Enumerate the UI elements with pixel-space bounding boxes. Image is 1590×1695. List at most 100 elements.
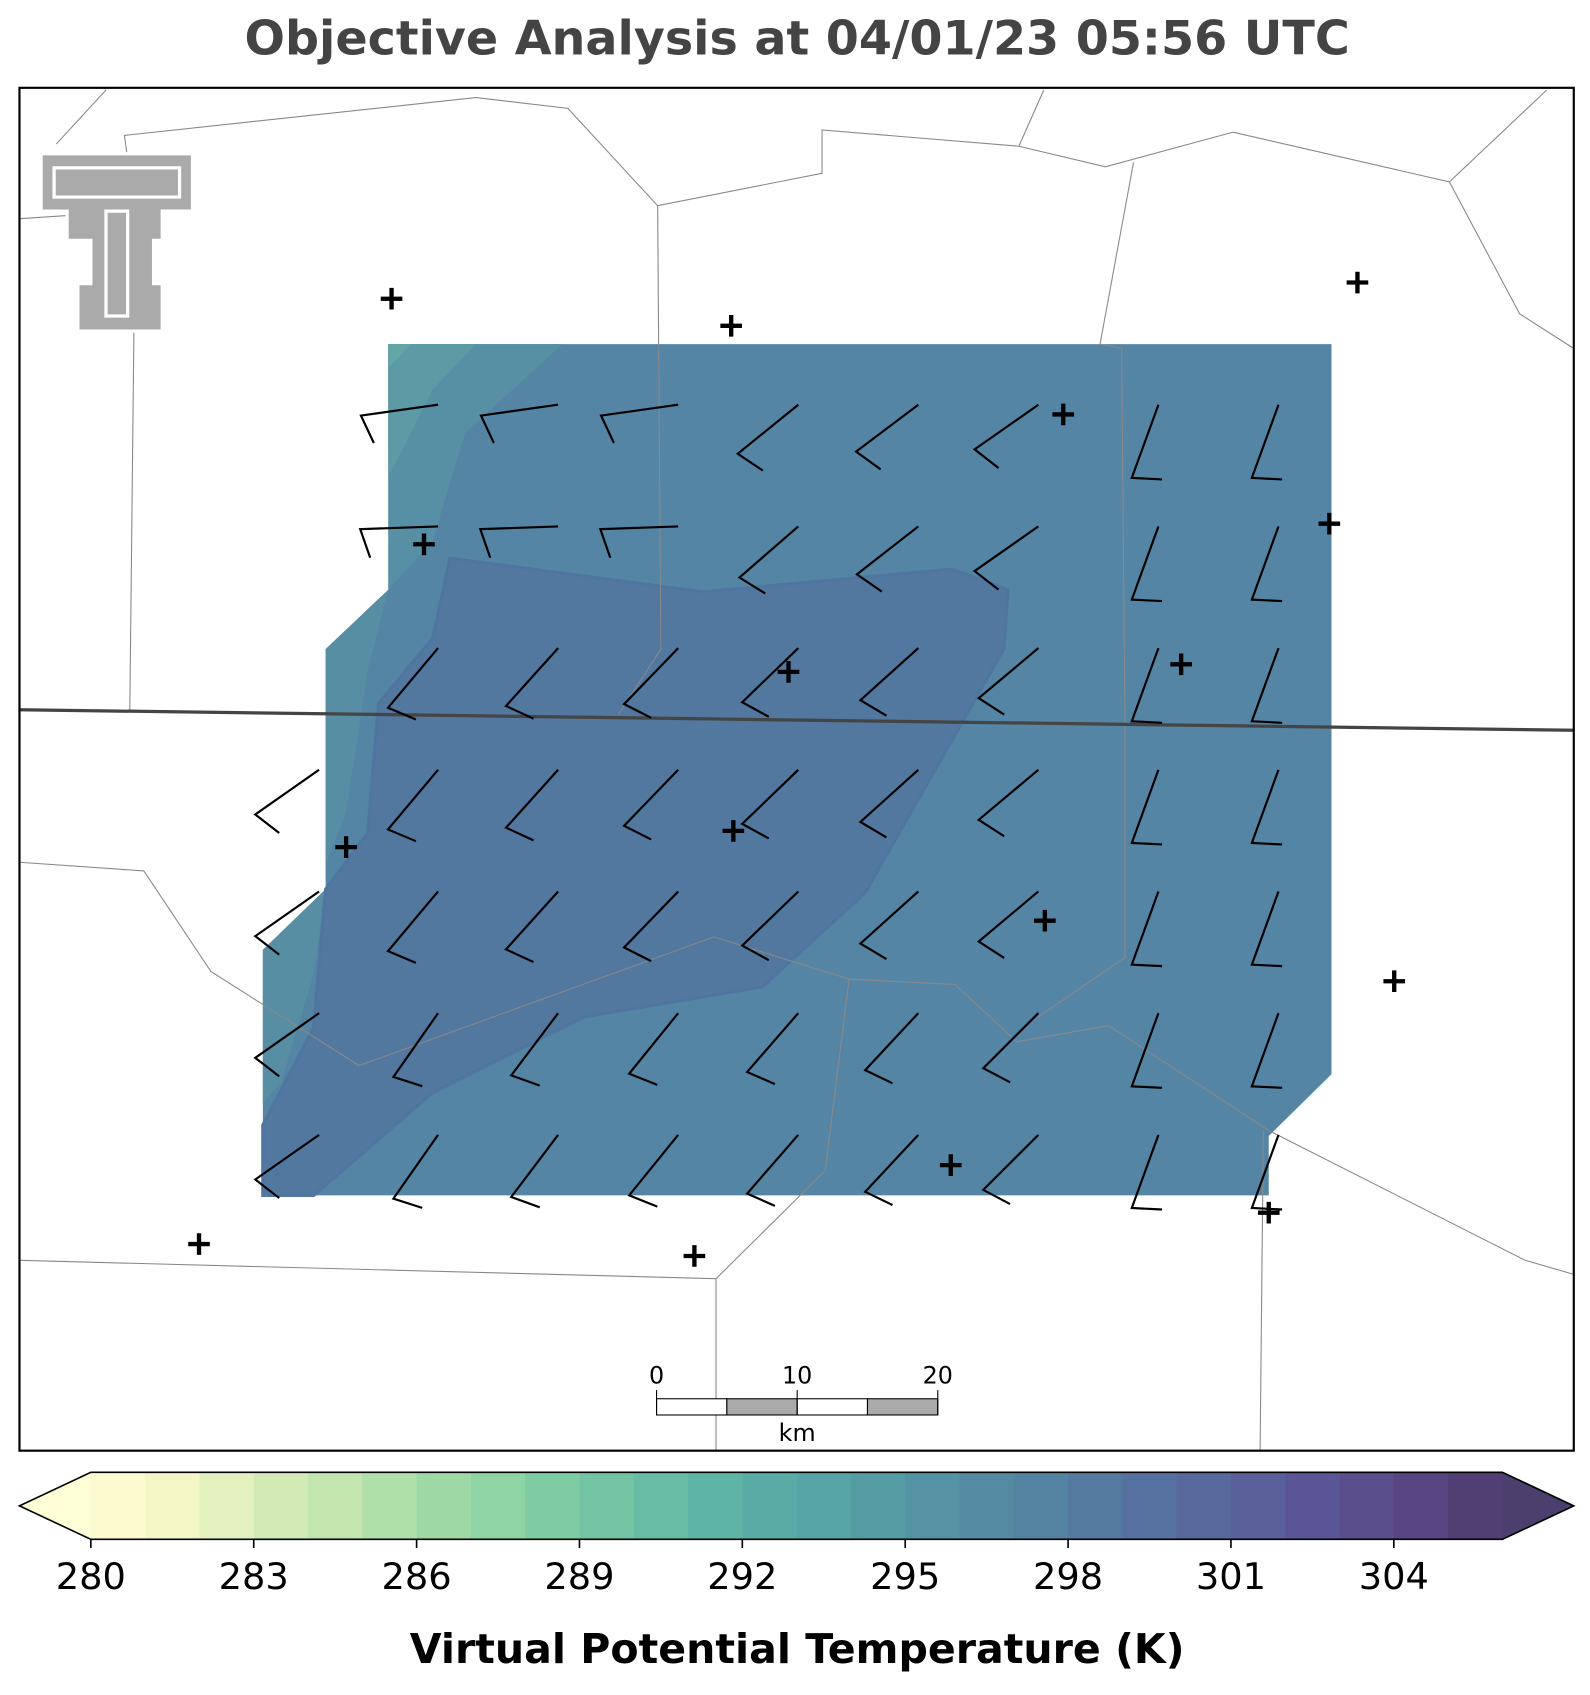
wind-barb	[479, 403, 559, 444]
colorbar-tick-label: 280	[56, 1555, 126, 1598]
boundary	[1018, 89, 1045, 147]
wind-barb	[622, 769, 679, 841]
field-region	[261, 556, 1010, 1198]
colorbar-bin	[633, 1472, 689, 1540]
wind-barb	[981, 1012, 1040, 1084]
title: Objective Analysis at 04/01/23 05:56 UTC	[245, 11, 1350, 66]
colorbar: 280 283 286 289 292 295 298 301 304	[17, 1471, 1576, 1598]
station	[413, 533, 435, 556]
wind-barb	[1250, 891, 1283, 968]
boundary	[55, 89, 107, 145]
wind-barb	[253, 890, 320, 956]
station	[1318, 512, 1341, 535]
wind-barb	[386, 890, 439, 964]
scale-tick-label: 0	[649, 1362, 664, 1390]
wind-barb	[1130, 1012, 1163, 1089]
wind-barb	[863, 1012, 920, 1085]
map-frame	[18, 86, 1575, 1452]
colorbar-bin	[90, 1472, 146, 1540]
scale-segment	[866, 1398, 939, 1416]
wind-barb	[863, 1134, 920, 1206]
wind-barb	[745, 1012, 800, 1086]
station	[1346, 271, 1369, 294]
scale-bar: 0 10 20 km	[649, 1362, 953, 1447]
colorbar-bin	[1339, 1472, 1395, 1540]
station	[1034, 909, 1056, 932]
colorbar-bin	[742, 1472, 798, 1540]
colorbar-extend-low	[19, 1472, 91, 1540]
station	[722, 820, 745, 842]
wind-barb	[1130, 769, 1163, 846]
station	[683, 1245, 706, 1267]
boundaries	[19, 89, 1575, 1451]
wind-barb	[509, 1134, 559, 1209]
wind-barb	[1250, 769, 1283, 846]
wind-barb	[622, 647, 679, 719]
wind-barb	[1250, 1134, 1283, 1211]
scale-segment	[726, 1398, 798, 1416]
colorbar-extend-high	[1502, 1472, 1574, 1540]
wind-barb	[1250, 404, 1283, 481]
wind-barb	[504, 890, 559, 964]
wind-barb	[981, 1134, 1040, 1205]
colorbar-bin	[416, 1472, 472, 1540]
colorbar-bin	[959, 1472, 1015, 1540]
logo-shape	[52, 166, 182, 318]
station	[939, 1154, 962, 1176]
wind-barb	[391, 1134, 439, 1209]
station	[1052, 403, 1075, 426]
wind-barb	[1130, 1134, 1163, 1211]
colorbar-bin	[796, 1472, 852, 1540]
field-region	[325, 589, 389, 866]
wind-barb	[504, 647, 559, 720]
colorbar-tick-label: 298	[1033, 1555, 1103, 1598]
wind-barb	[1130, 404, 1163, 481]
wind-barb	[1250, 647, 1283, 724]
wind-barb	[1130, 891, 1163, 968]
colorbar-tick-label: 286	[382, 1555, 452, 1598]
scale-unit: km	[779, 1419, 816, 1447]
station	[188, 1233, 210, 1255]
map: 0 10 20 km	[18, 86, 1575, 1452]
colorbar-bin	[525, 1472, 581, 1540]
wind-barb	[972, 525, 1039, 591]
wind-barb	[1250, 1012, 1283, 1089]
wind-barb	[359, 403, 439, 444]
scale-tick-label: 10	[782, 1362, 812, 1390]
colorbar-bin	[579, 1472, 635, 1540]
station	[380, 287, 403, 310]
colorbar-bin	[362, 1472, 418, 1540]
wind-barb	[972, 403, 1039, 469]
colorbar-tick-label: 295	[870, 1555, 940, 1598]
colorbar-tick-label: 283	[219, 1555, 289, 1598]
wind-barb	[858, 647, 920, 717]
boundary	[618, 205, 662, 715]
station	[720, 314, 743, 337]
colorbar-bin	[1068, 1472, 1123, 1540]
colorbar-bin	[1013, 1472, 1069, 1540]
colorbar-bin	[1448, 1472, 1503, 1540]
wind-barb	[1130, 526, 1163, 603]
wind-barbs	[253, 403, 1283, 1211]
wind-barb	[599, 403, 679, 444]
field-region	[262, 889, 326, 1104]
wind-barb	[976, 647, 1040, 716]
colorbar-bin	[688, 1472, 743, 1540]
wind-barb	[504, 769, 559, 842]
colorbar-bin	[253, 1472, 309, 1540]
state-line	[19, 708, 1574, 732]
boundary	[19, 89, 1548, 220]
wind-barb	[622, 890, 679, 963]
wind-barb	[745, 1134, 800, 1207]
wind-barb	[253, 768, 320, 834]
wind-barb	[858, 768, 920, 839]
boundary	[1038, 162, 1135, 1018]
wind-barb	[740, 647, 799, 718]
boundary	[19, 1259, 717, 1280]
wind-barb	[627, 1012, 680, 1086]
colorbar-tick-label: 304	[1359, 1555, 1429, 1598]
boundary	[715, 979, 850, 1451]
wind-barb	[735, 403, 799, 472]
wind-barb	[855, 525, 919, 593]
